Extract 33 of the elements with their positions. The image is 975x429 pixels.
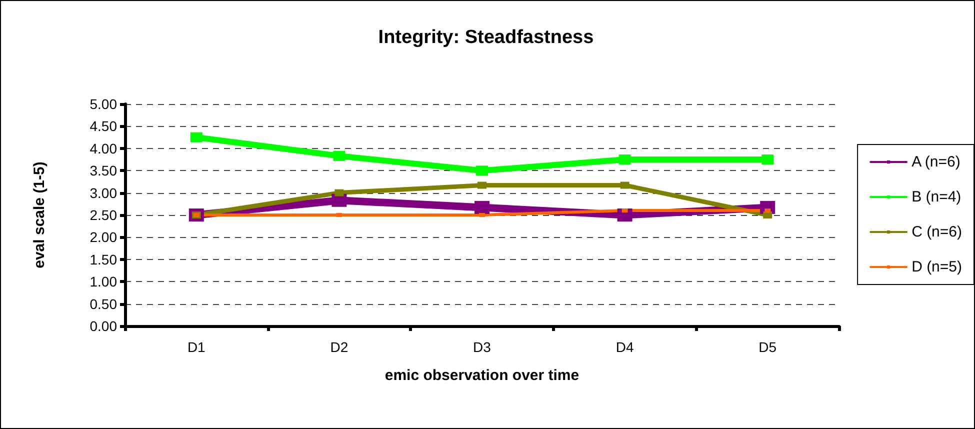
y-tick-label: 4.00 [90, 140, 118, 156]
legend-label: D (n=5) [912, 258, 962, 276]
point [478, 182, 486, 189]
y-tick-label: 1.00 [90, 274, 118, 290]
x-tick-label: D5 [758, 339, 777, 355]
y-axis-title: eval scale (1-5) [31, 162, 48, 268]
legend-label: C (n=6) [912, 224, 962, 240]
point [333, 150, 346, 161]
y-tick-label: 2.00 [90, 229, 118, 246]
point [476, 166, 488, 176]
legend-label: B (n=4) [912, 188, 962, 206]
point [762, 154, 774, 164]
y-tick-label: 3.50 [90, 162, 118, 179]
y-tick-label: 4.50 [90, 118, 118, 134]
point [763, 212, 772, 218]
chart-title: Integrity: Steadfastness [378, 27, 594, 48]
y-tick-label: 5.00 [90, 96, 118, 112]
y-tick-label: 0.00 [90, 318, 118, 334]
y-tick-label: 3.00 [90, 184, 118, 201]
y-tick-label: 0.50 [90, 296, 118, 312]
point [334, 189, 344, 196]
y-tick-label: 1.50 [90, 251, 118, 268]
x-tick-label: D2 [330, 339, 348, 355]
point [474, 200, 490, 214]
x-tick-label: D1 [187, 339, 206, 355]
point [618, 154, 631, 164]
y-tick-label: 2.50 [90, 207, 118, 223]
point [620, 182, 630, 189]
point [190, 132, 202, 142]
x-tick-label: D4 [616, 339, 634, 355]
x-tick-label: D3 [473, 339, 492, 355]
legend-label: A (n=6) [912, 154, 960, 170]
x-axis-title: emic observation over time [384, 367, 580, 384]
